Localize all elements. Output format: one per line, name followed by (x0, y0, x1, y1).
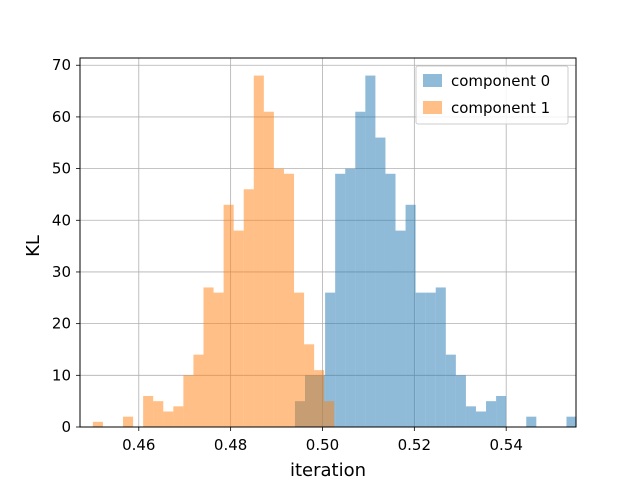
legend-swatch (423, 101, 442, 114)
x-tick-label: 0.50 (306, 436, 339, 454)
histogram-bar-series-0 (345, 168, 356, 428)
y-tick-label: 70 (52, 56, 71, 74)
bars (92, 75, 577, 428)
histogram-bar-series-0 (465, 406, 476, 427)
axis-ticks: 0.46 0.48 0.50 0.52 0.54 0 10 20 30 40 50 60 70 (52, 56, 523, 454)
x-tick-label: 0.46 (122, 436, 155, 454)
legend: component 0 component 1 (415, 65, 569, 125)
histogram-bar-series-1 (263, 111, 274, 428)
legend-swatch (423, 74, 442, 87)
histogram-bar-series-0 (365, 75, 376, 428)
legend-box (415, 65, 569, 125)
histogram-bar-series-0 (435, 287, 446, 427)
histogram-bar-series-1 (183, 375, 194, 427)
histogram-bar-series-1 (123, 416, 134, 427)
histogram-bar-series-1 (163, 411, 174, 427)
histogram-bar-series-1 (153, 401, 164, 427)
histogram-bar-series-0 (566, 416, 577, 427)
histogram-bar-series-1 (283, 173, 295, 427)
histogram-bar-series-0 (496, 395, 507, 427)
y-tick-label: 50 (52, 160, 71, 178)
histogram-bar-series-0 (486, 401, 497, 427)
histogram-bar-series-0 (425, 292, 436, 427)
x-axis-label: iteration (290, 460, 366, 480)
histogram-bar-series-1 (193, 354, 204, 427)
histogram-bar-series-0 (375, 137, 386, 427)
y-tick-label: 20 (52, 315, 71, 333)
x-tick-label: 0.54 (489, 436, 522, 454)
histogram-bar-series-0 (475, 411, 487, 427)
y-axis-label: KL (23, 235, 44, 257)
legend-label: component 1 (451, 99, 550, 117)
legend-label: component 0 (451, 72, 550, 90)
histogram-bar-series-1 (324, 401, 335, 427)
histogram-bar-series-1 (233, 230, 244, 427)
histogram-bar-series-1 (143, 395, 154, 427)
histogram-bar-series-1 (92, 421, 103, 427)
x-tick-label: 0.48 (214, 436, 247, 454)
histogram-bar-series-1 (304, 344, 315, 427)
histogram-bar-series-0 (445, 354, 456, 427)
histogram-bar-series-1 (203, 287, 214, 427)
histogram-bar-series-0 (355, 111, 366, 428)
histogram-bar-series-0 (455, 375, 466, 427)
plot-frame (79, 57, 577, 428)
histogram-bar-series-1 (253, 75, 264, 428)
histogram-bar-series-1 (273, 168, 284, 428)
histogram-bar-series-0 (385, 173, 396, 427)
histogram-bar-series-1 (213, 292, 224, 427)
histogram-bar-series-1 (243, 189, 254, 427)
histogram-bar-series-1 (173, 406, 184, 427)
histogram-bar-series-0 (335, 173, 346, 427)
histogram-bar-series-0 (405, 204, 416, 427)
histogram-bar-series-0 (325, 292, 336, 427)
y-tick-label: 30 (52, 263, 71, 281)
histogram-bar-series-1 (294, 292, 305, 427)
x-tick-label: 0.52 (398, 436, 431, 454)
y-tick-label: 40 (52, 211, 71, 229)
histogram-bar-series-1 (223, 204, 234, 427)
y-tick-label: 60 (52, 108, 71, 126)
histogram-bar-series-0 (415, 292, 426, 427)
y-tick-label: 10 (52, 366, 71, 384)
histogram-bar-series-1 (314, 370, 325, 427)
y-tick-label: 0 (61, 418, 71, 436)
histogram-bar-series-0 (395, 230, 406, 427)
histogram-bar-series-0 (526, 416, 537, 427)
